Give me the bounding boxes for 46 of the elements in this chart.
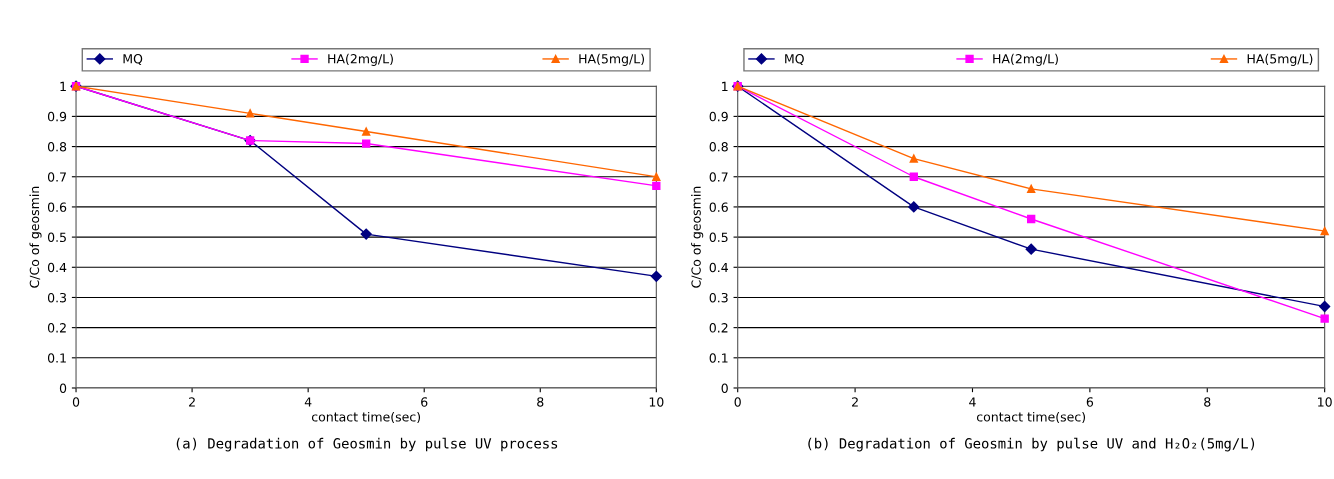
y-tick-label: 0.1 bbox=[709, 353, 728, 363]
x-tick-label: 8 bbox=[1204, 397, 1211, 407]
x-tick-label: 2 bbox=[189, 397, 195, 407]
y-tick-label: 0 bbox=[721, 383, 728, 393]
y-tick-label: 0.7 bbox=[709, 172, 728, 182]
y-tick-label: 0.2 bbox=[47, 323, 66, 333]
legend-label: HA(5mg/L) bbox=[579, 53, 644, 66]
y-axis-title: C/Co of geosmin bbox=[691, 186, 704, 288]
x-tick-label: 4 bbox=[969, 397, 976, 407]
y-tick-label: 0.9 bbox=[709, 111, 728, 122]
y-tick-label: 1 bbox=[60, 81, 66, 91]
x-tick-label: 10 bbox=[649, 397, 664, 407]
y-axis-title: C/Co of geosmin bbox=[29, 186, 42, 288]
x-tick-label: 6 bbox=[421, 397, 428, 407]
y-tick-label: 0.4 bbox=[709, 262, 728, 273]
x-tick-label: 0 bbox=[734, 397, 741, 407]
x-tick-label: 0 bbox=[72, 397, 80, 407]
y-tick-label: 0.8 bbox=[47, 142, 67, 152]
legend-label: HA(2mg/L) bbox=[328, 53, 393, 66]
y-tick-label: 0.3 bbox=[47, 292, 67, 303]
x-tick-label: 8 bbox=[537, 397, 544, 407]
x-tick-label: 10 bbox=[1318, 397, 1332, 407]
y-tick-label: 0.1 bbox=[47, 353, 66, 363]
text: (b) Degradation of Geosmin by pulse UV and H₂O₂(5mg/L) bbox=[808, 437, 1255, 452]
x-axis-title: contact time(sec) bbox=[976, 411, 1086, 424]
y-tick-label: 0.7 bbox=[47, 172, 66, 182]
text: (a) Degradation of Geosmin by pulse UV process bbox=[176, 437, 558, 452]
y-tick-label: 0.6 bbox=[47, 202, 67, 212]
x-axis-title: contact time(sec) bbox=[311, 411, 421, 424]
x-tick-label: 2 bbox=[852, 397, 858, 407]
y-tick-label: 0.5 bbox=[47, 232, 66, 243]
y-tick-label: 0.6 bbox=[709, 202, 728, 212]
y-tick-label: 0.4 bbox=[47, 262, 67, 273]
legend-label: MQ bbox=[123, 54, 143, 65]
x-tick-label: 4 bbox=[304, 397, 312, 407]
legend-label: HA(5mg/L) bbox=[1247, 53, 1313, 66]
y-tick-label: 1 bbox=[722, 81, 728, 91]
y-tick-label: 0 bbox=[59, 383, 67, 393]
y-tick-label: 0.5 bbox=[709, 232, 728, 243]
y-tick-label: 0.9 bbox=[47, 111, 67, 122]
x-tick-label: 6 bbox=[1086, 397, 1094, 407]
y-tick-label: 0.3 bbox=[709, 292, 728, 303]
y-tick-label: 0.2 bbox=[709, 323, 728, 333]
legend-label: HA(2mg/L) bbox=[993, 53, 1058, 66]
legend-label: MQ bbox=[785, 54, 804, 65]
y-tick-label: 0.8 bbox=[709, 142, 728, 152]
